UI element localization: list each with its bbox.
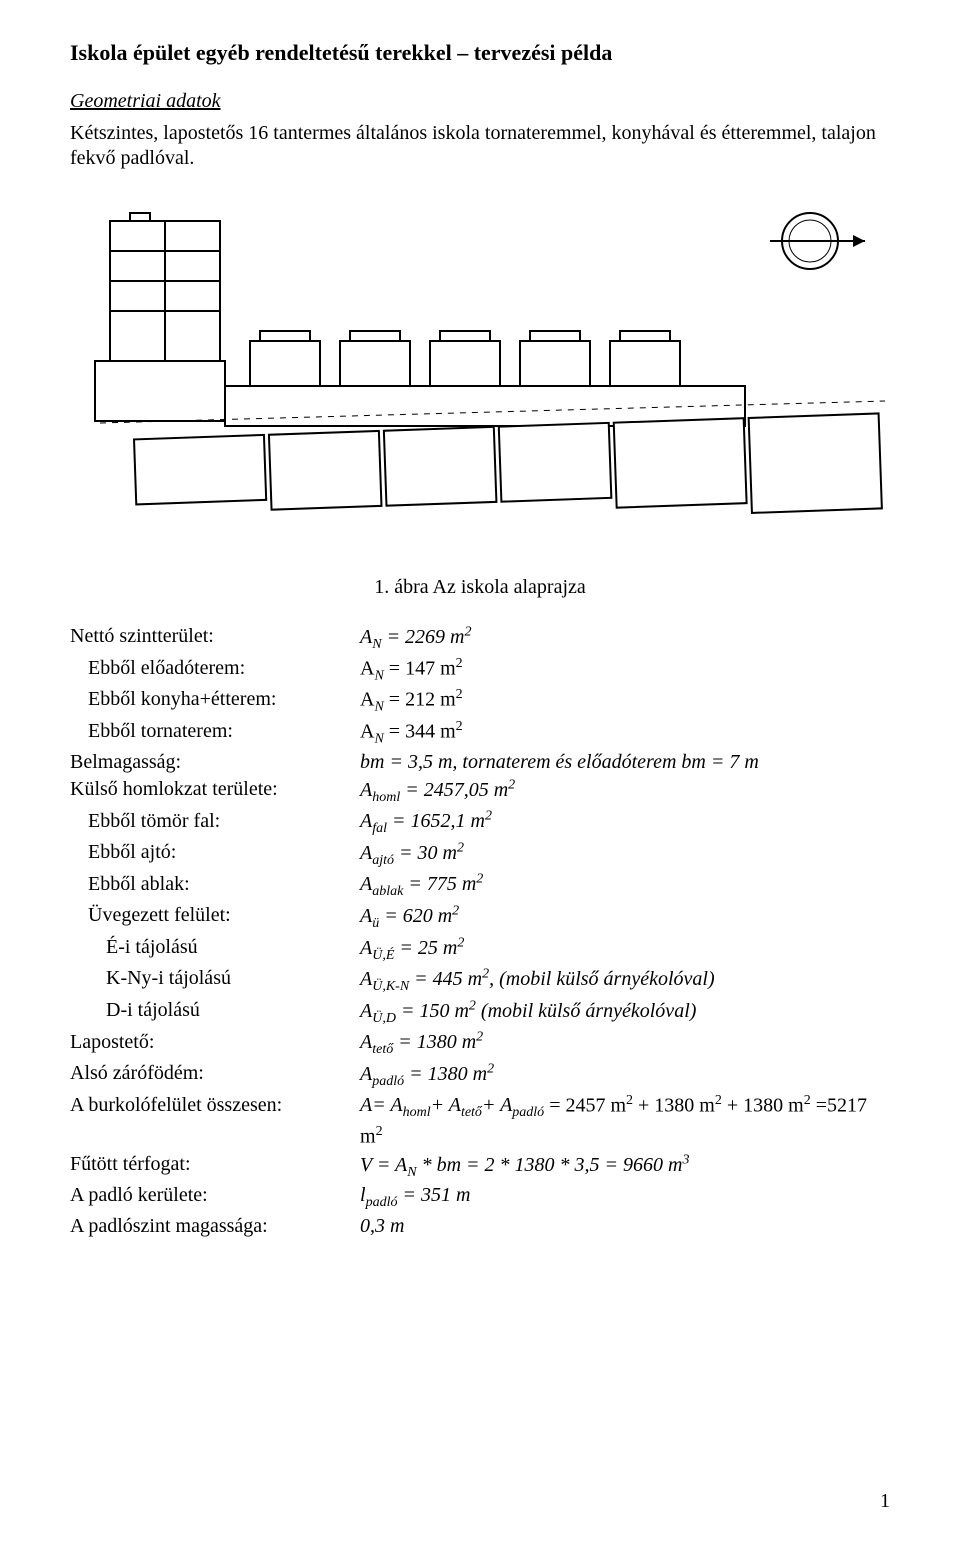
table-row: Ebből ajtó:Aajtó = 30 m2: [70, 839, 890, 871]
table-row: Fűtött térfogat:V = AN * bm = 2 * 1380 *…: [70, 1151, 890, 1183]
row-value: AN = 147 m2: [360, 655, 890, 687]
table-row: D-i tájolásúAÜ,D = 150 m2 (mobil külső á…: [70, 997, 890, 1029]
row-value: Atető = 1380 m2: [360, 1029, 890, 1061]
table-row: Ebből előadóterem:AN = 147 m2: [70, 655, 890, 687]
row-label: K-Ny-i tájolású: [70, 965, 360, 997]
page: Iskola épület egyéb rendeltetésű terekke…: [0, 0, 960, 1543]
row-label: Nettó szintterület:: [70, 623, 360, 655]
figure-caption: 1. ábra Az iskola alaprajza: [70, 576, 890, 599]
section-heading: Geometriai adatok: [70, 90, 890, 113]
row-label: Ebből konyha+étterem:: [70, 686, 360, 718]
row-label: Külső homlokzat területe:: [70, 776, 360, 808]
row-value: AN = 2269 m2: [360, 623, 890, 655]
row-value: bm = 3,5 m, tornaterem és előadóterem bm…: [360, 749, 890, 776]
row-label: D-i tájolású: [70, 997, 360, 1029]
row-value: lpadló = 351 m: [360, 1182, 890, 1213]
row-value: Aü = 620 m2: [360, 902, 890, 934]
table-row: Nettó szintterület:AN = 2269 m2: [70, 623, 890, 655]
table-row: Külső homlokzat területe:Ahoml = 2457,05…: [70, 776, 890, 808]
table-row: K-Ny-i tájolásúAÜ,K-N = 445 m2, (mobil k…: [70, 965, 890, 997]
row-label: Ebből tömör fal:: [70, 808, 360, 840]
table-row: A burkolófelület összesen:A= Ahoml+ Atet…: [70, 1092, 890, 1151]
table-row: Ebből konyha+étterem:AN = 212 m2: [70, 686, 890, 718]
row-value: 0,3 m: [360, 1213, 890, 1240]
table-row: Üvegezett felület:Aü = 620 m2: [70, 902, 890, 934]
floorplan-svg: [70, 201, 890, 561]
row-label: A padlószint magassága:: [70, 1213, 360, 1240]
row-label: Üvegezett felület:: [70, 902, 360, 934]
row-label: A burkolófelület összesen:: [70, 1092, 360, 1151]
intro-paragraph: Kétszintes, lapostetős 16 tantermes álta…: [70, 121, 890, 171]
table-row: Ebből tömör fal:Afal = 1652,1 m2: [70, 808, 890, 840]
table-row: Alsó zárófödém:Apadló = 1380 m2: [70, 1060, 890, 1092]
row-value: A= Ahoml+ Atető+ Apadló = 2457 m2 + 1380…: [360, 1092, 890, 1151]
row-label: Ebből ajtó:: [70, 839, 360, 871]
row-value: Ahoml = 2457,05 m2: [360, 776, 890, 808]
row-label: Lapostető:: [70, 1029, 360, 1061]
row-value: Aajtó = 30 m2: [360, 839, 890, 871]
row-label: Ebből előadóterem:: [70, 655, 360, 687]
row-label: Fűtött térfogat:: [70, 1151, 360, 1183]
row-value: Aablak = 775 m2: [360, 871, 890, 903]
table-row: Ebből tornaterem:AN = 344 m2: [70, 718, 890, 750]
row-label: A padló kerülete:: [70, 1182, 360, 1213]
table-row: A padlószint magassága:0,3 m: [70, 1213, 890, 1240]
row-label: Alsó zárófödém:: [70, 1060, 360, 1092]
row-value: Afal = 1652,1 m2: [360, 808, 890, 840]
row-value: AÜ,D = 150 m2 (mobil külső árnyékolóval): [360, 997, 890, 1029]
row-value: AÜ,K-N = 445 m2, (mobil külső árnyékolóv…: [360, 965, 890, 997]
row-value: AN = 212 m2: [360, 686, 890, 718]
geometry-table: Nettó szintterület:AN = 2269 m2Ebből elő…: [70, 623, 890, 1240]
compass-icon: [770, 213, 865, 269]
row-label: Ebből tornaterem:: [70, 718, 360, 750]
floorplan-figure: [70, 201, 890, 566]
row-label: Belmagasság:: [70, 749, 360, 776]
row-value: Apadló = 1380 m2: [360, 1060, 890, 1092]
table-row: Ebből ablak:Aablak = 775 m2: [70, 871, 890, 903]
table-row: Belmagasság:bm = 3,5 m, tornaterem és el…: [70, 749, 890, 776]
row-value: V = AN * bm = 2 * 1380 * 3,5 = 9660 m3: [360, 1151, 890, 1183]
table-row: A padló kerülete:lpadló = 351 m: [70, 1182, 890, 1213]
row-value: AÜ,É = 25 m2: [360, 934, 890, 966]
table-row: É-i tájolásúAÜ,É = 25 m2: [70, 934, 890, 966]
row-label: Ebből ablak:: [70, 871, 360, 903]
page-number: 1: [880, 1490, 890, 1513]
row-label: É-i tájolású: [70, 934, 360, 966]
doc-title: Iskola épület egyéb rendeltetésű terekke…: [70, 40, 890, 66]
row-value: AN = 344 m2: [360, 718, 890, 750]
table-row: Lapostető:Atető = 1380 m2: [70, 1029, 890, 1061]
